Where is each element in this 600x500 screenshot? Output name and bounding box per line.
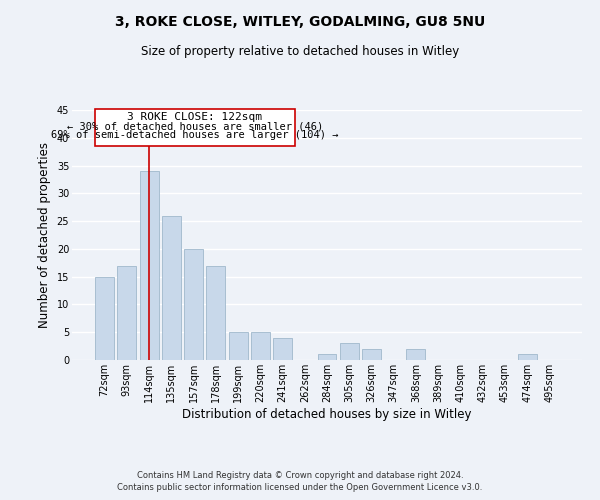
- Text: 3, ROKE CLOSE, WITLEY, GODALMING, GU8 5NU: 3, ROKE CLOSE, WITLEY, GODALMING, GU8 5N…: [115, 15, 485, 29]
- Bar: [518, 354, 536, 360]
- Bar: [184, 249, 203, 360]
- Bar: [251, 332, 270, 360]
- FancyBboxPatch shape: [95, 109, 295, 146]
- Text: ← 30% of detached houses are smaller (46): ← 30% of detached houses are smaller (46…: [67, 121, 323, 131]
- Bar: [406, 349, 425, 360]
- Bar: [273, 338, 292, 360]
- Text: 3 ROKE CLOSE: 122sqm: 3 ROKE CLOSE: 122sqm: [127, 112, 262, 122]
- Text: Contains public sector information licensed under the Open Government Licence v3: Contains public sector information licen…: [118, 484, 482, 492]
- Bar: [118, 266, 136, 360]
- X-axis label: Distribution of detached houses by size in Witley: Distribution of detached houses by size …: [182, 408, 472, 420]
- Bar: [229, 332, 248, 360]
- Bar: [317, 354, 337, 360]
- Bar: [340, 344, 359, 360]
- Bar: [140, 171, 158, 360]
- Text: Size of property relative to detached houses in Witley: Size of property relative to detached ho…: [141, 45, 459, 58]
- Y-axis label: Number of detached properties: Number of detached properties: [38, 142, 51, 328]
- Bar: [162, 216, 181, 360]
- Bar: [95, 276, 114, 360]
- Text: 69% of semi-detached houses are larger (104) →: 69% of semi-detached houses are larger (…: [51, 130, 338, 140]
- Bar: [362, 349, 381, 360]
- Bar: [206, 266, 225, 360]
- Text: Contains HM Land Registry data © Crown copyright and database right 2024.: Contains HM Land Registry data © Crown c…: [137, 471, 463, 480]
